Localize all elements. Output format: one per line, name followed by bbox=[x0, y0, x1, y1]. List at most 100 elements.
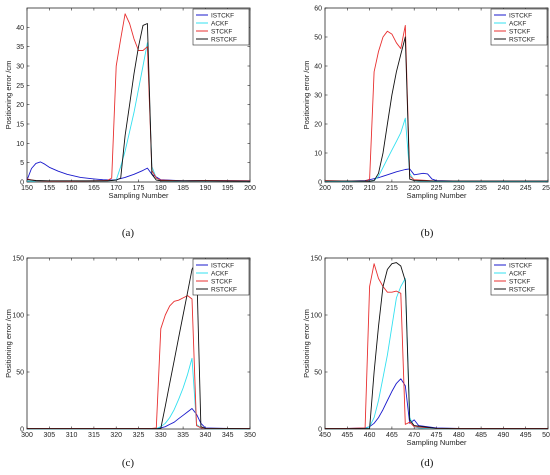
y-tick-label: 40 bbox=[314, 64, 322, 71]
legend-label-stckf: STCKF bbox=[211, 278, 232, 285]
y-tick-label: 50 bbox=[314, 370, 322, 377]
x-tick-label: 235 bbox=[475, 185, 487, 192]
panel-caption: (b) bbox=[421, 227, 434, 239]
y-axis-label: Positioning error /cm bbox=[4, 61, 13, 130]
x-axis-label: Sampling Number bbox=[108, 191, 169, 200]
x-tick-label: 490 bbox=[498, 432, 510, 439]
x-tick-label: 340 bbox=[200, 432, 212, 439]
x-tick-label: 460 bbox=[364, 432, 376, 439]
x-tick-label: 160 bbox=[66, 185, 78, 192]
x-tick-label: 195 bbox=[222, 185, 234, 192]
y-tick-label: 10 bbox=[314, 151, 322, 158]
legend-label-istckf: ISTCKF bbox=[211, 12, 234, 19]
y-axis-label: Positioning error /cm bbox=[302, 309, 311, 378]
x-tick-label: 245 bbox=[520, 185, 532, 192]
y-tick-label: 0 bbox=[318, 427, 322, 434]
panel-caption: (c) bbox=[122, 457, 135, 469]
legend-label-istckf: ISTCKF bbox=[211, 262, 234, 269]
series-line-rstckf bbox=[325, 262, 548, 430]
series-line-rstckf bbox=[27, 260, 251, 430]
y-tick-label: 150 bbox=[12, 256, 24, 263]
legend-label-rstckf: RSTCKF bbox=[509, 36, 535, 43]
y-tick-label: 40 bbox=[16, 25, 24, 32]
x-tick-label: 480 bbox=[453, 432, 465, 439]
x-tick-label: 150 bbox=[21, 185, 33, 192]
y-axis-label: Positioning error /cm bbox=[4, 309, 13, 378]
x-tick-label: 170 bbox=[110, 185, 122, 192]
legend-label-rstckf: RSTCKF bbox=[211, 286, 237, 293]
legend-label-istckf: ISTCKF bbox=[509, 12, 532, 19]
x-tick-label: 205 bbox=[341, 185, 353, 192]
x-tick-label: 330 bbox=[155, 432, 167, 439]
legend-label-rstckf: RSTCKF bbox=[211, 36, 237, 43]
y-tick-label: 100 bbox=[12, 313, 24, 320]
x-tick-label: 250 bbox=[542, 185, 550, 192]
y-tick-label: 30 bbox=[16, 64, 24, 71]
legend-label-ackf: ACKF bbox=[211, 270, 228, 277]
x-tick-label: 190 bbox=[200, 185, 212, 192]
chart-panel-2: 200 205 210 215 220 225 230 235 240 245 250 0 10 20 30… bbox=[302, 6, 550, 240]
x-tick-label: 450 bbox=[319, 432, 331, 439]
x-tick-label: 345 bbox=[222, 432, 234, 439]
x-tick-label: 475 bbox=[431, 432, 443, 439]
panel-caption: (d) bbox=[421, 457, 434, 469]
y-tick-label: 50 bbox=[16, 370, 24, 377]
series-line-rstckf bbox=[26, 23, 251, 182]
chart-panel-1: 150 155 160 165 170 175 180 185 190 195 200 0 5 10 15 2… bbox=[4, 7, 256, 239]
x-tick-label: 455 bbox=[341, 432, 353, 439]
y-tick-label: 0 bbox=[318, 180, 322, 187]
x-tick-label: 465 bbox=[386, 432, 398, 439]
y-tick-label: 10 bbox=[16, 141, 24, 148]
y-tick-label: 100 bbox=[310, 313, 322, 320]
x-tick-label: 165 bbox=[88, 185, 100, 192]
x-tick-label: 470 bbox=[408, 432, 420, 439]
x-tick-label: 210 bbox=[364, 185, 376, 192]
x-tick-label: 315 bbox=[88, 432, 100, 439]
legend-label-ackf: ACKF bbox=[509, 270, 526, 277]
x-axis-label: Sampling Number bbox=[406, 191, 467, 200]
y-tick-label: 20 bbox=[314, 122, 322, 129]
chart-panel-3: 300 305 310 315 320 325 330 335 340 345 350 0 50 100 1… bbox=[4, 256, 256, 470]
y-tick-label: 150 bbox=[310, 256, 322, 263]
x-tick-label: 185 bbox=[177, 185, 189, 192]
x-tick-label: 155 bbox=[43, 185, 55, 192]
panel-caption: (a) bbox=[122, 227, 135, 239]
y-tick-label: 30 bbox=[314, 93, 322, 100]
y-tick-label: 35 bbox=[16, 44, 24, 51]
x-tick-label: 230 bbox=[453, 185, 465, 192]
legend-label-ackf: ACKF bbox=[211, 20, 228, 27]
x-tick-label: 325 bbox=[133, 432, 145, 439]
x-tick-label: 310 bbox=[66, 432, 78, 439]
legend-label-istckf: ISTCKF bbox=[509, 262, 532, 269]
y-tick-label: 20 bbox=[16, 102, 24, 109]
x-tick-label: 305 bbox=[43, 432, 55, 439]
x-tick-label: 485 bbox=[475, 432, 487, 439]
x-tick-label: 225 bbox=[431, 185, 443, 192]
x-tick-label: 220 bbox=[408, 185, 420, 192]
y-tick-label: 0 bbox=[20, 427, 24, 434]
x-tick-label: 215 bbox=[386, 185, 398, 192]
legend-label-stckf: STCKF bbox=[509, 28, 530, 35]
y-axis-label: Positioning error /cm bbox=[302, 61, 311, 130]
x-tick-label: 500 bbox=[542, 432, 550, 439]
x-tick-label: 350 bbox=[244, 432, 256, 439]
x-tick-label: 200 bbox=[319, 185, 331, 192]
legend-label-rstckf: RSTCKF bbox=[509, 286, 535, 293]
x-tick-label: 495 bbox=[520, 432, 532, 439]
x-tick-label: 320 bbox=[110, 432, 122, 439]
x-tick-label: 175 bbox=[133, 185, 145, 192]
legend-label-stckf: STCKF bbox=[211, 28, 232, 35]
chart-panel-4: 450 455 460 465 470 475 480 485 490 495 500 0 50 100 1… bbox=[302, 256, 550, 470]
x-tick-label: 200 bbox=[244, 185, 256, 192]
legend-label-stckf: STCKF bbox=[509, 278, 530, 285]
series-line-rstckf bbox=[325, 36, 548, 182]
y-tick-label: 5 bbox=[20, 160, 24, 167]
y-tick-label: 0 bbox=[20, 180, 24, 187]
y-tick-label: 60 bbox=[314, 6, 322, 13]
y-tick-label: 25 bbox=[16, 83, 24, 90]
x-axis-label: Sampling Number bbox=[406, 438, 467, 447]
